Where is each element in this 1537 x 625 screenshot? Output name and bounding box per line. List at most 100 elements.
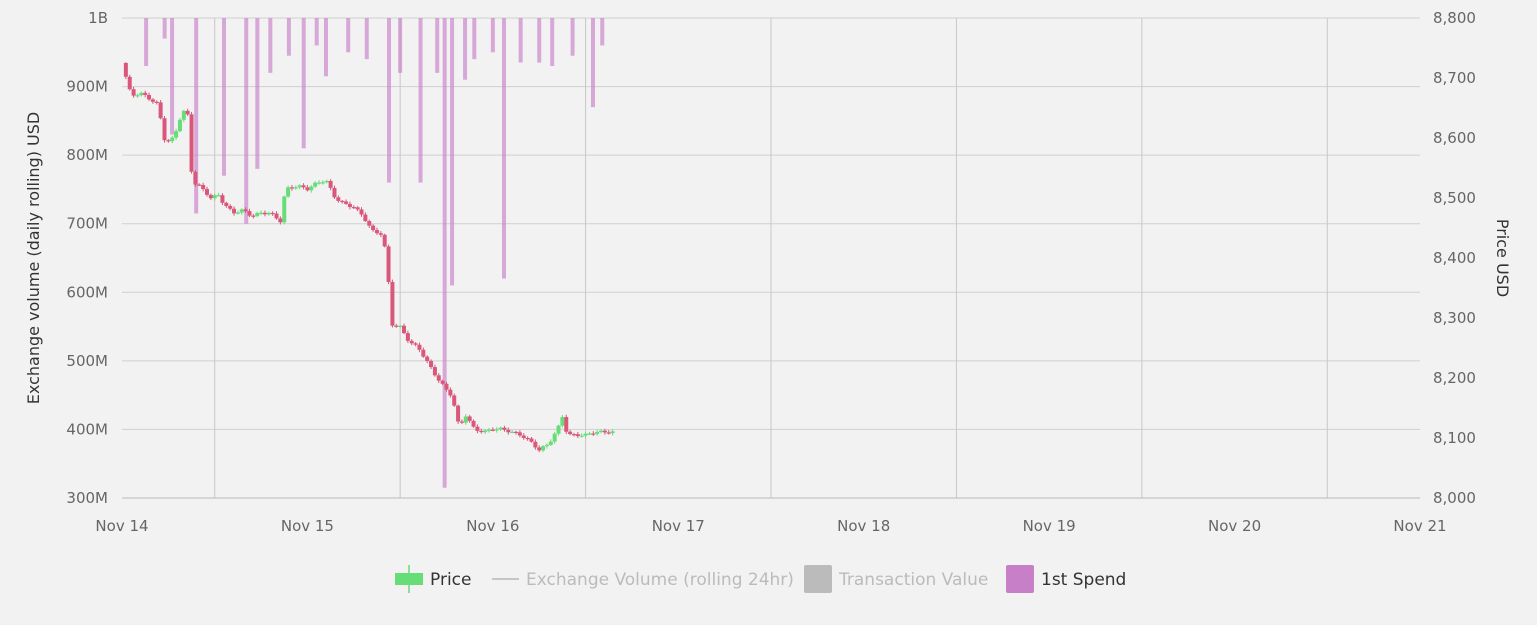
price-candle bbox=[278, 218, 283, 223]
price-candle bbox=[177, 119, 182, 132]
price-candle bbox=[541, 446, 546, 451]
right-axis-tick-label: 8,300 bbox=[1433, 309, 1476, 327]
price-candle bbox=[201, 184, 206, 190]
left-axis-ticks: 300M 400M 500M 600M 700M 800M 900M 1B bbox=[66, 9, 108, 507]
price-candle bbox=[216, 195, 221, 197]
price-candle bbox=[266, 212, 271, 215]
price-candle bbox=[162, 118, 167, 141]
price-candle bbox=[359, 209, 364, 215]
first-spend-bar bbox=[314, 18, 319, 46]
price-candle bbox=[143, 92, 148, 95]
price-candle bbox=[425, 356, 430, 361]
first-spend-bar bbox=[501, 18, 506, 279]
price-candle bbox=[440, 380, 445, 384]
grid-lines bbox=[122, 17, 1420, 499]
first-spend-bar bbox=[490, 18, 495, 53]
first-spend-bar bbox=[463, 18, 468, 80]
first-spend-bar bbox=[398, 18, 403, 73]
price-candle bbox=[583, 433, 588, 436]
first-spend-bar bbox=[450, 18, 455, 286]
price-candle bbox=[235, 212, 240, 214]
first-spend-bar bbox=[418, 18, 423, 183]
first-spend-bar bbox=[346, 18, 351, 53]
first-spend-bar bbox=[442, 18, 447, 488]
price-candle bbox=[560, 417, 565, 426]
price-candle bbox=[471, 420, 476, 427]
price-candle bbox=[448, 389, 453, 396]
price-candle bbox=[479, 430, 484, 433]
price-candle bbox=[486, 429, 491, 431]
right-axis-tick-label: 8,100 bbox=[1433, 429, 1476, 447]
price-candle bbox=[286, 187, 291, 197]
price-candle bbox=[544, 444, 549, 447]
first-spend-bar bbox=[268, 18, 273, 73]
price-candle bbox=[374, 230, 379, 234]
price-candle bbox=[251, 215, 256, 217]
first-spend-bar bbox=[550, 18, 555, 66]
price-candle bbox=[170, 137, 175, 142]
price-candle bbox=[587, 433, 592, 435]
price-candle bbox=[328, 180, 333, 188]
price-candle bbox=[309, 186, 314, 191]
price-candle bbox=[351, 206, 356, 209]
price-candle bbox=[475, 426, 480, 431]
price-candle bbox=[378, 233, 383, 235]
first-spend-bar bbox=[170, 18, 175, 135]
legend-item-exchange-volume[interactable]: Exchange Volume (rolling 24hr) bbox=[492, 570, 794, 590]
price-candle bbox=[517, 432, 522, 436]
price-candle bbox=[282, 196, 287, 223]
price-candle bbox=[533, 441, 538, 448]
price-candle bbox=[514, 431, 519, 433]
legend-item-price[interactable]: Price bbox=[395, 565, 471, 593]
price-candle bbox=[463, 416, 468, 423]
legend-transaction-value-swatch bbox=[804, 565, 832, 593]
price-candle bbox=[208, 194, 213, 199]
right-axis-tick-label: 8,600 bbox=[1433, 129, 1476, 147]
price-candle bbox=[490, 429, 495, 431]
price-candle bbox=[494, 429, 499, 431]
first-spend-bar bbox=[162, 18, 167, 39]
legend-first-spend-label: 1st Spend bbox=[1041, 570, 1126, 590]
left-axis-tick-label: 1B bbox=[88, 9, 108, 27]
price-candle bbox=[147, 94, 152, 100]
price-candle bbox=[154, 101, 159, 104]
price-candle bbox=[552, 433, 557, 442]
legend-item-first-spend[interactable]: 1st Spend bbox=[1006, 565, 1126, 593]
legend-price-swatch bbox=[395, 573, 423, 585]
right-axis-ticks: 8,000 8,100 8,200 8,300 8,400 8,500 8,600 8,700… bbox=[1433, 9, 1476, 507]
price-candle bbox=[220, 195, 225, 203]
price-candle bbox=[502, 427, 507, 430]
price-candle bbox=[529, 438, 534, 442]
price-candle bbox=[355, 207, 360, 210]
price-candle bbox=[394, 325, 399, 327]
price-candle bbox=[243, 209, 248, 212]
left-axis-tick-label: 400M bbox=[66, 420, 108, 438]
x-axis-tick-label: Nov 17 bbox=[652, 517, 705, 535]
price-candle bbox=[189, 114, 194, 172]
price-candle bbox=[398, 325, 403, 327]
price-candle bbox=[579, 435, 584, 437]
price-candle bbox=[606, 432, 611, 434]
first-spend-bar bbox=[144, 18, 149, 66]
first-spend-bar bbox=[387, 18, 392, 183]
price-candle bbox=[610, 431, 615, 434]
price-candle bbox=[591, 433, 596, 435]
first-spend-bar bbox=[364, 18, 369, 60]
x-axis-tick-label: Nov 19 bbox=[1023, 517, 1076, 535]
first-spend-bar bbox=[435, 18, 440, 73]
first-spend-bar bbox=[518, 18, 523, 63]
price-candle bbox=[139, 92, 144, 96]
price-candle bbox=[150, 99, 155, 102]
price-candle bbox=[297, 185, 302, 188]
first-spend-bar bbox=[537, 18, 542, 63]
legend-item-transaction-value[interactable]: Transaction Value bbox=[804, 565, 988, 593]
first-spend-bar bbox=[301, 18, 306, 149]
right-axis-tick-label: 8,700 bbox=[1433, 69, 1476, 87]
price-candle bbox=[421, 349, 426, 357]
price-candle bbox=[127, 76, 132, 90]
price-candle bbox=[525, 437, 530, 440]
price-candle bbox=[432, 367, 437, 376]
price-candle bbox=[506, 429, 511, 433]
price-candle bbox=[371, 225, 376, 231]
